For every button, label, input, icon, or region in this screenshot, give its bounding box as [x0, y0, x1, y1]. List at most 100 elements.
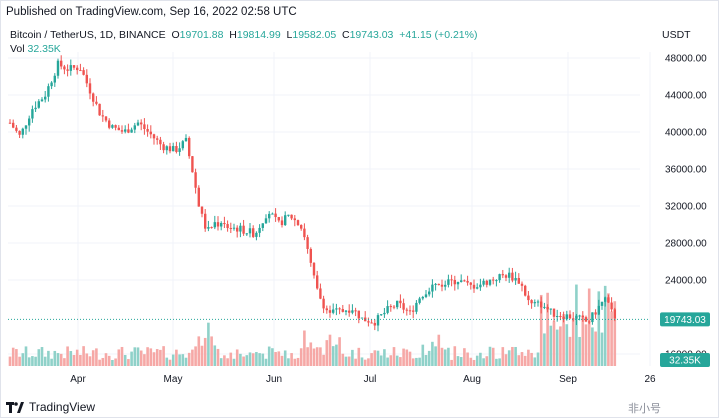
candle-body: [76, 67, 79, 71]
volume-bar: [267, 346, 271, 366]
candle-body: [495, 280, 498, 282]
volume-bar: [165, 357, 169, 366]
x-tick-label: 26: [644, 374, 656, 385]
volume-bar: [203, 337, 207, 366]
candle-body: [594, 312, 597, 315]
candle-body: [216, 222, 220, 227]
candle-body: [524, 285, 527, 296]
volume-bar: [245, 355, 249, 366]
candle-body: [92, 93, 95, 102]
y-tick-label: 44000.00: [665, 91, 707, 102]
volume-bar: [405, 349, 409, 366]
volume-bar: [59, 353, 63, 366]
footer: TradingView 非小号: [0, 396, 719, 418]
volume-bar: [293, 358, 297, 366]
volume-bar: [309, 342, 313, 366]
candle-body: [322, 298, 325, 309]
candle-body: [66, 69, 69, 71]
volume-bar: [389, 355, 393, 366]
volume-bar: [469, 357, 473, 366]
candle-body: [450, 279, 453, 281]
candle-body: [127, 129, 130, 133]
volume-bar: [303, 330, 306, 366]
volume-bar: [47, 350, 50, 366]
volume-bar: [200, 345, 204, 366]
candle-body: [178, 148, 181, 152]
candle-body: [232, 227, 236, 229]
volume-bar: [319, 347, 322, 366]
candle-body: [402, 303, 405, 310]
candle-body: [184, 137, 188, 142]
price-axis[interactable]: 48000.00 44000.00 40000.00 36000.00 32000.00…: [660, 54, 710, 368]
candle-body: [376, 315, 380, 326]
volume-label[interactable]: Vol: [10, 43, 25, 55]
candle-body: [82, 70, 85, 75]
candle-body: [104, 116, 108, 121]
volume-bar: [581, 316, 585, 366]
volume-bar: [482, 358, 485, 366]
candle-body: [415, 302, 418, 312]
volume-bar: [392, 347, 396, 366]
symbol-name[interactable]: Bitcoin / TetherUS, 1D, BINANCE: [10, 29, 166, 41]
volume-bar: [69, 351, 73, 366]
volume-bar: [450, 359, 453, 366]
volume-bar: [181, 354, 185, 366]
candle-body: [296, 220, 300, 226]
volume-bar: [104, 353, 108, 366]
candle-body: [280, 220, 284, 226]
volume-bar: [325, 340, 329, 366]
candle-body: [514, 277, 517, 281]
volume-bar: [527, 349, 530, 366]
volume-bar: [600, 332, 604, 366]
candle-body: [501, 274, 504, 276]
volume-bar: [27, 357, 31, 366]
candle-body: [239, 225, 242, 232]
candle-body: [24, 125, 28, 129]
candle-body: [386, 306, 389, 313]
candle-body: [85, 74, 88, 84]
volume-bar: [75, 349, 79, 366]
candle-body: [40, 99, 44, 102]
candle-body: [581, 315, 584, 318]
candle-body: [444, 284, 447, 287]
candle-body: [309, 248, 312, 263]
volume-bar: [120, 346, 124, 366]
candle-body: [485, 280, 488, 285]
candle-body: [479, 284, 482, 288]
volume-bar: [53, 350, 57, 366]
x-tick-label: Sep: [559, 374, 577, 385]
volume-bar: [335, 344, 338, 366]
candle-body: [367, 321, 370, 323]
tradingview-logo[interactable]: TradingView: [6, 400, 95, 414]
volume-bar: [296, 357, 300, 366]
candle-body: [303, 228, 306, 238]
volume-bar: [37, 349, 41, 366]
candle-body: [18, 130, 21, 135]
volume-bar: [418, 357, 421, 366]
candle-body: [424, 294, 428, 297]
volume-bar: [91, 350, 95, 366]
candle-body: [284, 215, 287, 226]
volume-bar: [175, 349, 178, 366]
candle-body: [120, 130, 124, 132]
volume-bar: [149, 348, 153, 366]
volume-bar: [133, 347, 137, 366]
volume-bar: [85, 353, 89, 366]
x-tick-label: Jun: [266, 374, 282, 385]
x-tick-label: Aug: [463, 374, 481, 385]
volume-bar: [43, 356, 47, 366]
candle-body: [197, 187, 200, 207]
candle-body: [306, 237, 309, 249]
candle-body: [354, 310, 357, 312]
volume-bar: [565, 324, 569, 366]
volume-bar: [114, 358, 117, 366]
candle-body: [472, 284, 476, 289]
volume-bar: [88, 356, 92, 366]
candle-body: [328, 310, 332, 313]
volume-bar: [18, 356, 21, 366]
time-axis[interactable]: Apr May Jun Jul Aug Sep 26: [70, 374, 656, 385]
candle-body: [588, 321, 591, 323]
candle-body: [517, 277, 520, 284]
candle-body: [229, 228, 232, 230]
